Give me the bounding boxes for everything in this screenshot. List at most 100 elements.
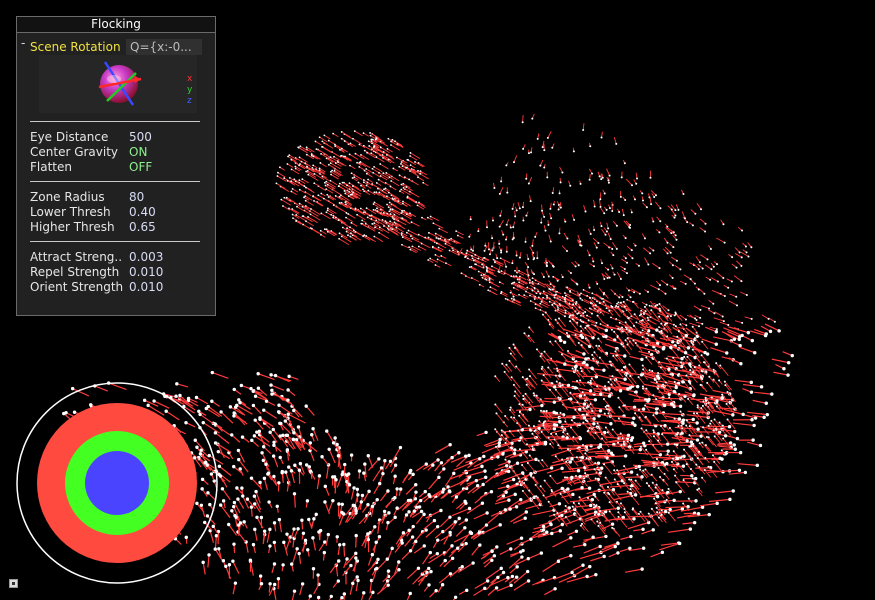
particle-tail	[455, 527, 466, 537]
particle-tail	[650, 190, 657, 196]
particle-head	[434, 232, 437, 235]
particle-head	[596, 461, 601, 465]
particle-head	[706, 381, 709, 384]
particle-tail	[445, 243, 455, 249]
particle-head	[618, 296, 621, 299]
particle-tail	[452, 596, 457, 600]
particle-tail	[254, 419, 264, 430]
particle-head	[518, 293, 520, 296]
particle-head	[735, 436, 740, 441]
particle-tail	[588, 394, 610, 397]
particle-head	[468, 235, 471, 238]
particle-tail	[670, 204, 676, 211]
particle-head	[562, 487, 565, 490]
particle-head	[630, 421, 635, 425]
particle-tail	[700, 305, 710, 309]
particle-head	[549, 240, 552, 243]
particle-head	[560, 522, 565, 527]
particle-head	[661, 347, 666, 351]
particle-tail	[701, 442, 710, 452]
particle-tail	[217, 443, 225, 459]
particle-head	[484, 430, 488, 435]
particle-head	[637, 512, 640, 515]
particle-head	[210, 399, 214, 403]
particle-head	[600, 136, 603, 139]
particle-head	[395, 487, 399, 491]
particle-tail	[291, 159, 299, 165]
particle-tail	[327, 208, 337, 214]
particle-head	[364, 222, 367, 225]
particle-head	[599, 521, 602, 524]
particle-tail	[734, 320, 743, 324]
particle-tail	[708, 436, 717, 448]
particle-head	[704, 222, 707, 225]
particle-head	[632, 416, 636, 421]
particle-head	[750, 418, 754, 422]
particle-tail	[573, 544, 585, 548]
particle-tail	[340, 155, 349, 161]
particle-head	[666, 335, 669, 338]
particle-head	[441, 490, 445, 494]
particle-head	[622, 214, 625, 217]
particle-tail	[679, 280, 686, 285]
particle-tail	[253, 495, 262, 510]
particle-head	[343, 462, 347, 467]
particle-head	[660, 550, 665, 555]
particle-tail	[538, 283, 546, 288]
particle-tail	[373, 146, 383, 153]
particle-tail	[371, 142, 380, 148]
particle-head	[624, 372, 628, 376]
particle-tail	[662, 305, 669, 311]
particle-head	[286, 388, 290, 392]
particle-head	[352, 191, 354, 194]
particle-head	[399, 487, 403, 491]
particle-head	[574, 334, 577, 337]
particle-tail	[371, 148, 382, 156]
particle-head	[492, 258, 495, 261]
particle-tail	[220, 504, 231, 519]
particle-tail	[363, 181, 369, 186]
particle-head	[581, 299, 584, 301]
particle-head	[338, 185, 340, 187]
particle-head	[320, 233, 322, 236]
particle-head	[465, 588, 469, 593]
particle-head	[291, 187, 294, 190]
particle-tail	[708, 309, 715, 314]
particle-head	[728, 497, 732, 502]
particle-tail	[388, 229, 399, 236]
particle-head	[489, 286, 492, 289]
particle-head	[638, 447, 642, 452]
particle-tail	[280, 186, 290, 192]
particle-tail	[583, 289, 591, 294]
particle-head	[221, 559, 226, 563]
particle-head	[618, 406, 621, 409]
particle-tail	[445, 262, 452, 267]
particle-head	[232, 542, 236, 546]
particle-head	[746, 330, 751, 335]
particle-tail	[343, 544, 346, 557]
particle-tail	[725, 384, 731, 391]
particle-head	[446, 485, 450, 489]
particle-tail	[771, 358, 789, 364]
particle-head	[409, 212, 411, 215]
particle-head	[280, 471, 284, 475]
particle-head	[534, 303, 537, 306]
particle-tail	[214, 548, 223, 561]
particle-head	[448, 490, 452, 494]
particle-head	[737, 468, 742, 473]
particle-head	[603, 292, 606, 295]
particle-tail	[782, 351, 793, 357]
particle-head	[260, 451, 264, 455]
particle-head	[239, 383, 244, 388]
particle-tail	[351, 194, 359, 199]
particle-tail	[525, 393, 534, 404]
particle-tail	[704, 397, 718, 402]
particle-head	[420, 242, 423, 245]
particle-head	[493, 187, 496, 190]
particle-head	[524, 392, 527, 395]
particle-tail	[539, 415, 560, 419]
particle-head	[740, 264, 743, 267]
particle-tail	[320, 153, 331, 160]
particle-tail	[439, 516, 451, 528]
